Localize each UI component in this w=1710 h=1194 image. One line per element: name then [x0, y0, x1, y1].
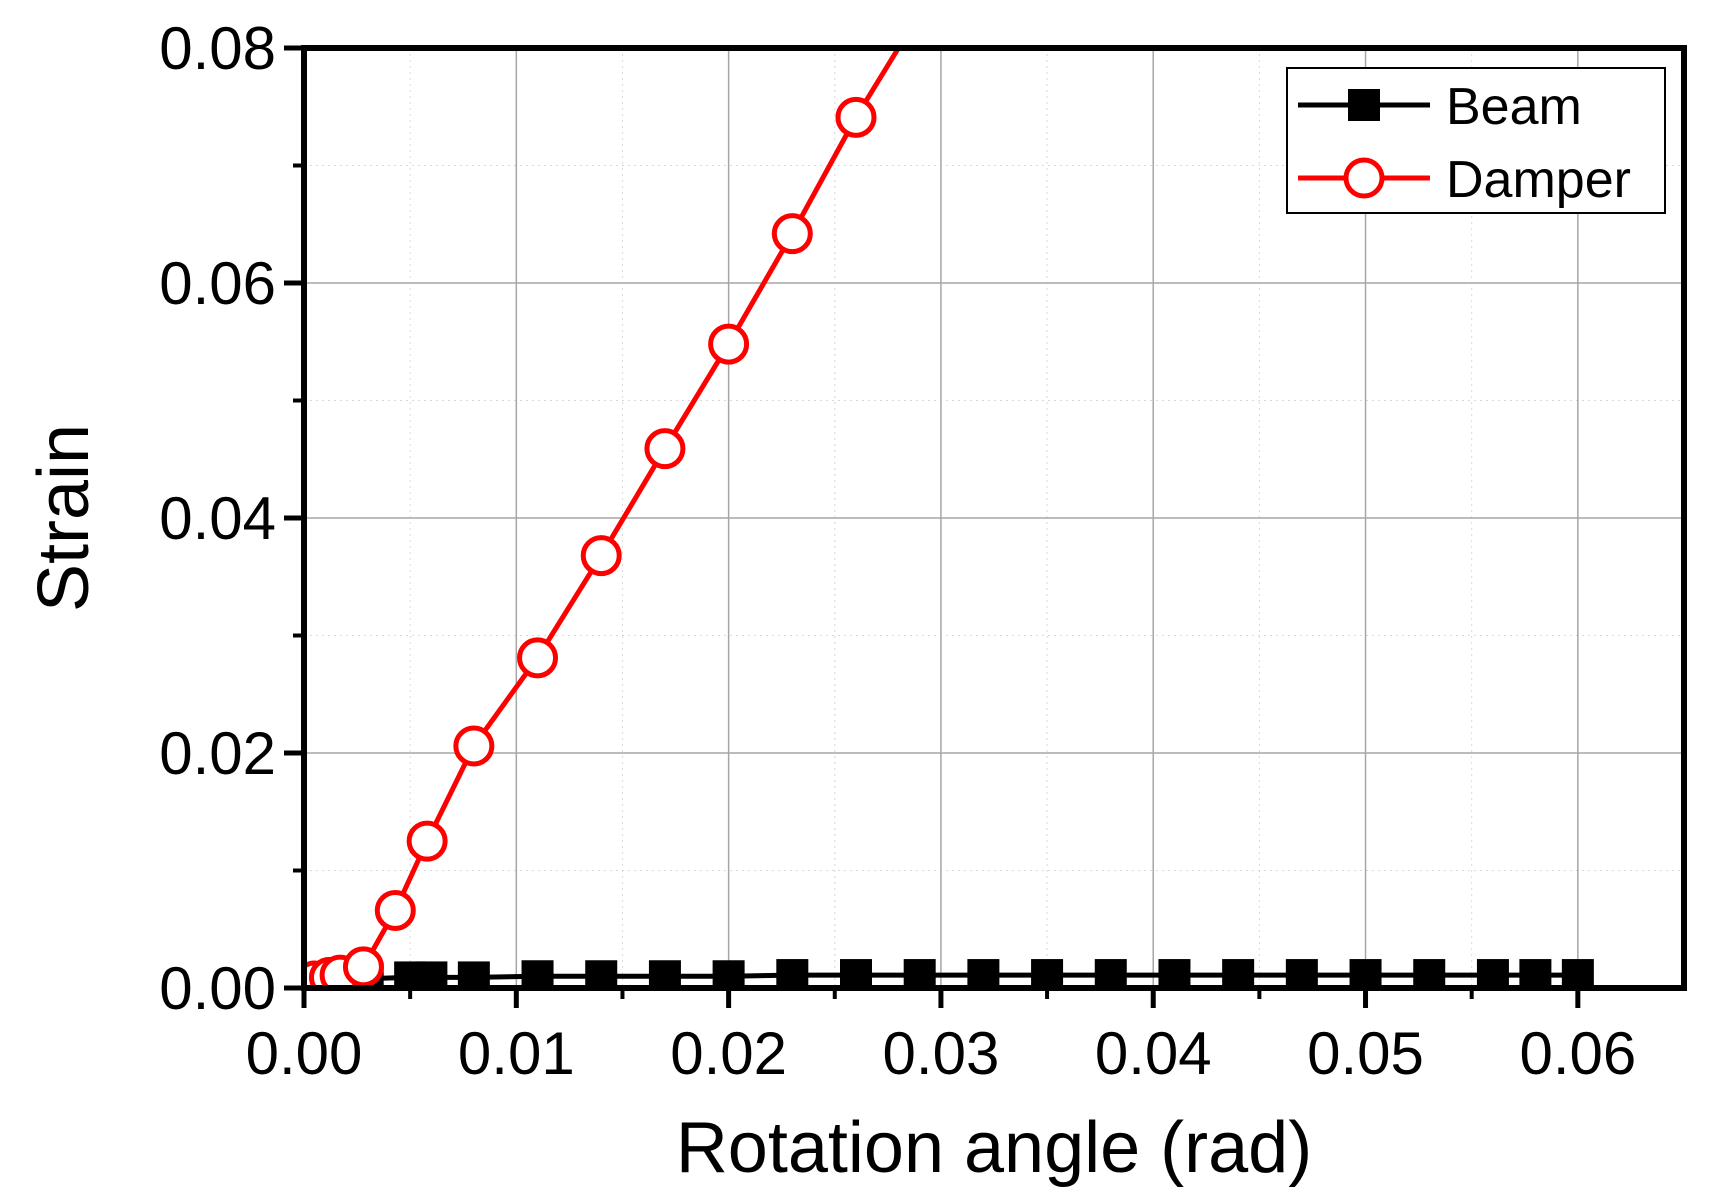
damper-point	[342, 946, 384, 988]
legend: Beam Damper	[1286, 67, 1666, 214]
beam-point	[1519, 959, 1552, 988]
beam-point	[1349, 959, 1382, 988]
beam-point	[1158, 959, 1191, 988]
beam-point	[457, 961, 490, 988]
y-axis-title: Strain	[24, 424, 104, 612]
series-line-beam	[314, 972, 1578, 985]
damper-point	[453, 725, 495, 767]
series-beam	[304, 959, 1594, 988]
beam-point	[967, 959, 1000, 988]
beam-point	[415, 961, 448, 988]
damper-point	[406, 820, 448, 862]
beam-point	[1031, 959, 1064, 988]
y-tick-label: 0.08	[159, 15, 276, 82]
x-axis-title: Rotation angle (rad)	[676, 1108, 1312, 1188]
damper-point	[771, 213, 813, 255]
x-tick-label: 0.04	[1095, 1020, 1212, 1087]
x-tick-label: 0.05	[1307, 1020, 1424, 1087]
beam-point	[840, 959, 872, 988]
beam-point	[712, 960, 745, 988]
beam-point	[1413, 959, 1446, 988]
damper-point	[644, 428, 686, 470]
y-tick-label: 0.04	[159, 485, 276, 552]
legend-item-beam: Beam	[1298, 78, 1582, 136]
x-tick-label: 0.01	[458, 1020, 575, 1087]
legend-item-damper: Damper	[1298, 151, 1631, 209]
beam-point	[1476, 959, 1509, 988]
damper-point	[517, 637, 559, 679]
beam-point	[1094, 959, 1127, 988]
x-tick-label: 0.06	[1519, 1020, 1636, 1087]
beam-point	[648, 960, 681, 988]
x-tick-label: 0.03	[883, 1020, 1000, 1087]
legend-damper-marker	[1343, 157, 1385, 199]
beam-point	[585, 960, 618, 988]
series-layer	[304, 48, 1594, 988]
beam-point	[903, 959, 936, 988]
beam-point	[521, 960, 554, 988]
beam-point	[1222, 959, 1255, 988]
y-tick-label: 0.06	[159, 250, 276, 317]
beam-point	[776, 959, 809, 988]
beam-point	[1561, 959, 1594, 988]
axis-ticks: 0.00 0.01 0.02 0.03 0.04 0.05 0.06 0.00 0.02 0.04…	[159, 15, 1636, 1087]
legend-beam-label: Beam	[1446, 78, 1582, 136]
damper-point	[708, 323, 750, 365]
damper-point	[374, 889, 416, 931]
x-tick-label: 0.00	[246, 1020, 363, 1087]
y-tick-label: 0.00	[159, 955, 276, 1022]
beam-point	[1285, 959, 1318, 988]
damper-point	[580, 535, 622, 577]
legend-damper-label: Damper	[1446, 151, 1631, 209]
x-tick-label: 0.02	[670, 1020, 787, 1087]
legend-beam-marker	[1348, 89, 1380, 121]
series-damper	[304, 48, 901, 988]
y-tick-label: 0.02	[159, 720, 276, 787]
damper-point	[835, 96, 877, 138]
series-line-damper	[314, 48, 901, 984]
